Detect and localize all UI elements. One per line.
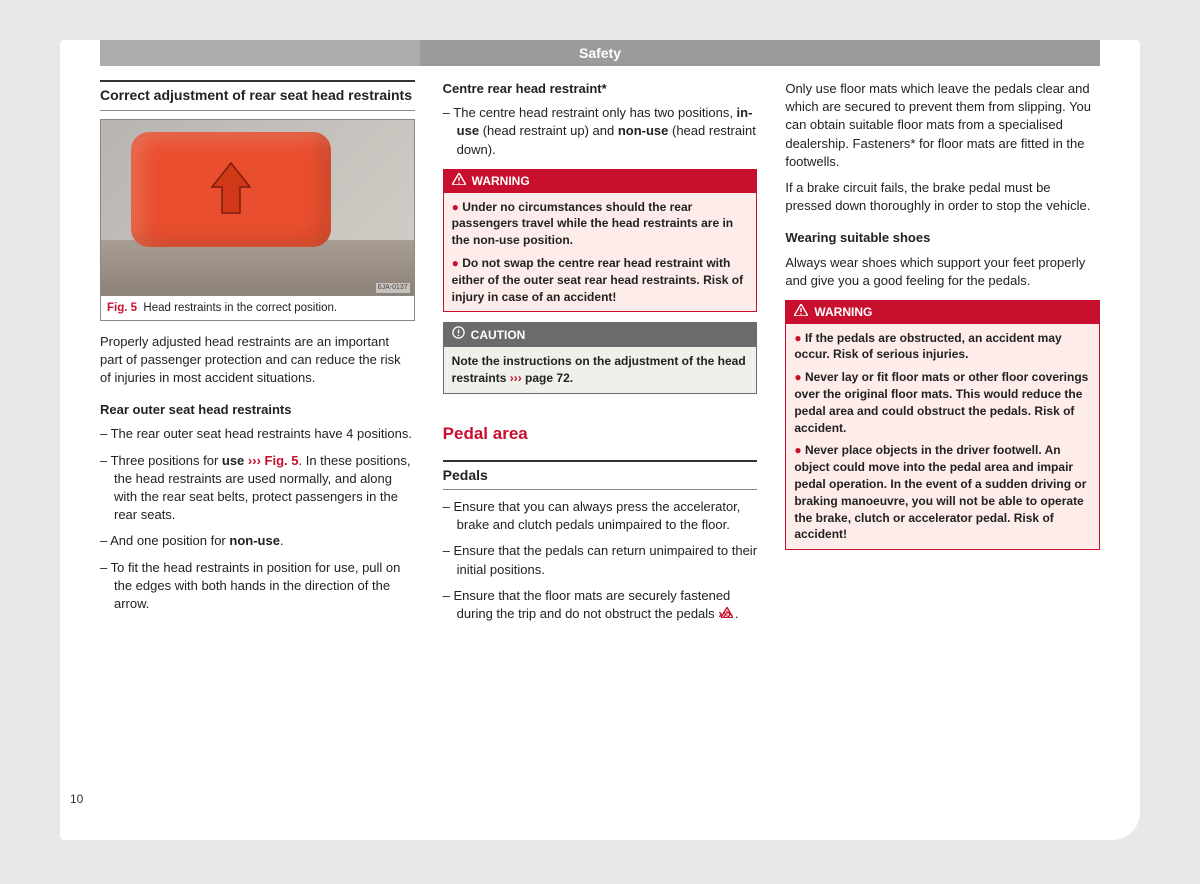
head-restraint-list: The rear outer seat head restraints have…	[100, 425, 415, 613]
image-code: 6JA-0137	[376, 283, 410, 293]
caution-circle-icon	[452, 326, 465, 344]
warning-body: ● Under no circumstances should the rear…	[444, 193, 757, 312]
caution-label: CAUTION	[471, 327, 526, 344]
column-3: Only use floor mats which leave the peda…	[785, 80, 1100, 633]
warning-box: WARNING ● Under no circumstances should …	[443, 169, 758, 313]
warning-body: ● If the pedals are obstructed, an accid…	[786, 324, 1099, 550]
section-heading: Correct adjustment of rear seat head res…	[100, 80, 415, 111]
column-2: Centre rear head restraint* The centre h…	[443, 80, 758, 633]
warning-label: WARNING	[814, 304, 872, 321]
shoes-paragraph: Always wear shoes which support your fee…	[785, 254, 1100, 290]
figure-image: 6JA-0137	[101, 120, 414, 295]
figure-5: 6JA-0137 Fig. 5 Head restraints in the c…	[100, 119, 415, 321]
page-header-bar: Safety	[100, 40, 1100, 66]
seat-base-graphic	[101, 240, 414, 295]
pedals-list: Ensure that you can always press the acc…	[443, 498, 758, 623]
column-layout: Correct adjustment of rear seat head res…	[60, 80, 1140, 633]
section-pedal-area: Pedal area	[443, 422, 758, 446]
warning-header: WARNING	[786, 301, 1099, 324]
manual-page: Safety Correct adjustment of rear seat h…	[60, 40, 1140, 840]
figure-label: Fig. 5	[107, 302, 137, 314]
warning-box: WARNING ● If the pedals are obstructed, …	[785, 300, 1100, 550]
caution-header: CAUTION	[444, 323, 757, 347]
list-item: Ensure that you can always press the acc…	[443, 498, 758, 534]
column-1: Correct adjustment of rear seat head res…	[100, 80, 415, 633]
subheading-centre: Centre rear head restraint*	[443, 80, 758, 98]
caution-body: Note the instructions on the adjustment …	[444, 347, 757, 393]
brake-circuit-paragraph: If a brake circuit fails, the brake peda…	[785, 179, 1100, 215]
list-item: Ensure that the floor mats are securely …	[443, 587, 758, 623]
warning-header: WARNING	[444, 170, 757, 193]
up-arrow-icon	[208, 159, 254, 219]
list-item: Ensure that the pedals can return unimpa…	[443, 542, 758, 578]
header-title: Safety	[579, 45, 621, 61]
centre-restraint-list: The centre head restraint only has two p…	[443, 104, 758, 159]
caution-box: CAUTION Note the instructions on the adj…	[443, 322, 758, 393]
subheading-shoes: Wearing suitable shoes	[785, 229, 1100, 247]
floor-mats-paragraph: Only use floor mats which leave the peda…	[785, 80, 1100, 171]
headrest-graphic	[131, 132, 331, 247]
list-item: And one position for non-use.	[100, 532, 415, 550]
warning-triangle-icon	[794, 304, 808, 321]
warning-triangle-icon	[452, 173, 466, 190]
list-item: Three positions for use ››› Fig. 5. In t…	[100, 452, 415, 525]
subheading-pedals: Pedals	[443, 460, 758, 491]
figure-caption-text: Head restraints in the correct position.	[143, 302, 337, 314]
page-number: 10	[70, 792, 83, 806]
list-item: The rear outer seat head restraints have…	[100, 425, 415, 443]
figure-caption: Fig. 5 Head restraints in the correct po…	[101, 295, 414, 320]
warning-label: WARNING	[472, 173, 530, 190]
subheading-rear-outer: Rear outer seat head restraints	[100, 401, 415, 419]
list-item: To fit the head restraints in position f…	[100, 559, 415, 614]
intro-paragraph: Properly adjusted head restraints are an…	[100, 333, 415, 388]
list-item: The centre head restraint only has two p…	[443, 104, 758, 159]
